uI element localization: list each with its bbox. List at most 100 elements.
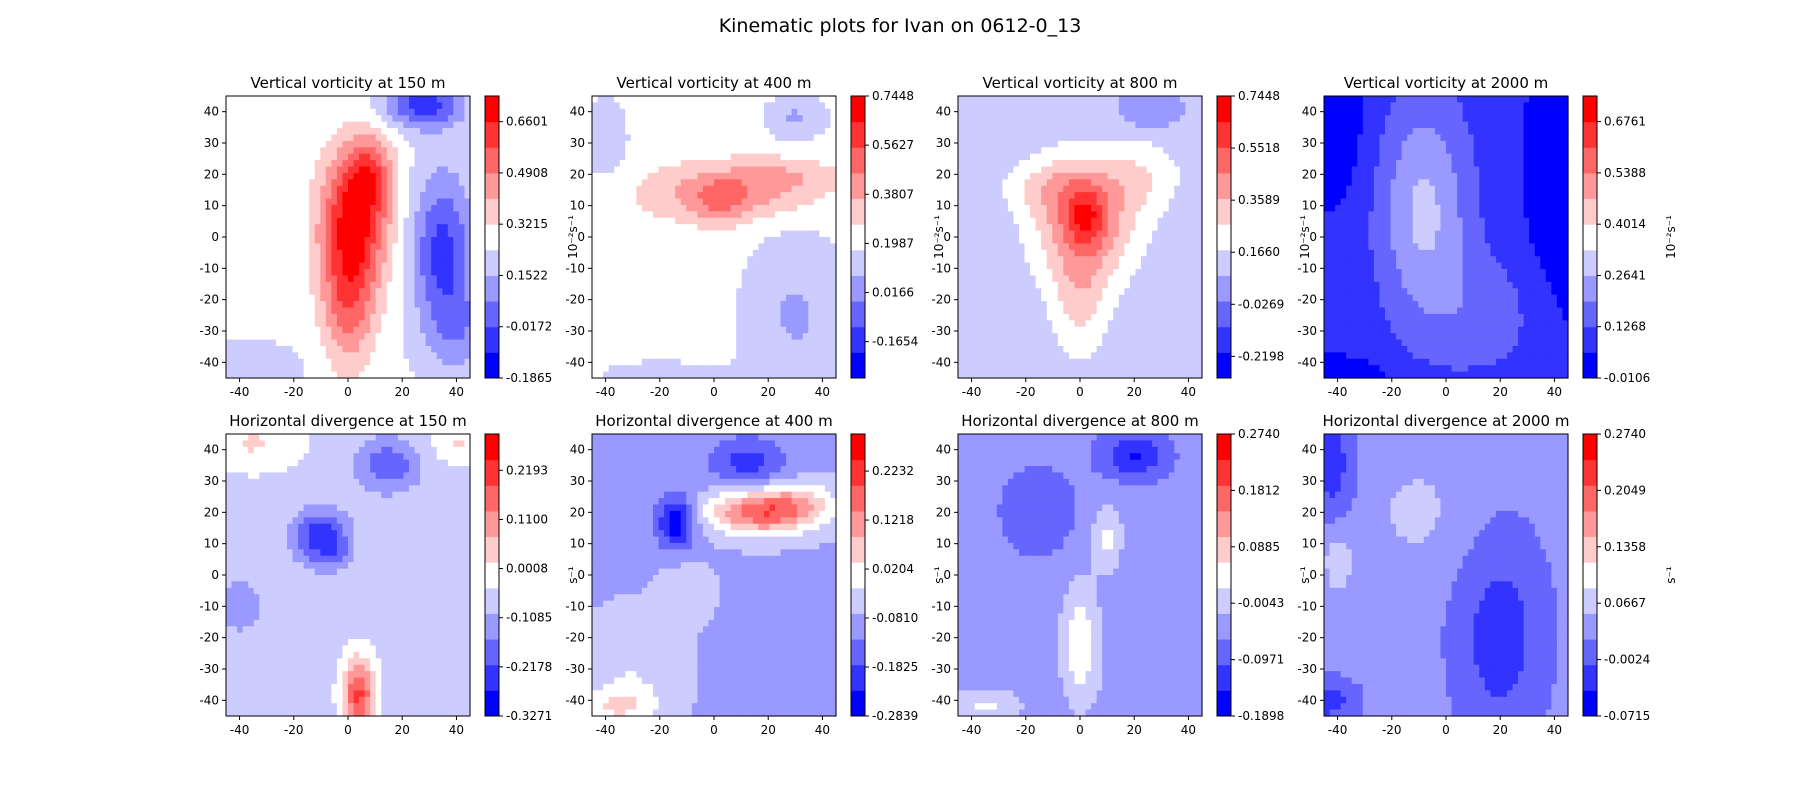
- contour-cell: [458, 217, 466, 225]
- contour-cell: [1080, 217, 1087, 225]
- contour-cell: [364, 204, 371, 212]
- contour-cell: [392, 256, 399, 264]
- contour-cell: [458, 134, 466, 142]
- contour-cell: [436, 275, 443, 283]
- contour-cell: [409, 172, 416, 180]
- contour-cell: [375, 269, 382, 277]
- contour-cell: [414, 140, 421, 148]
- contour-cell: [780, 281, 787, 289]
- contour-cell: [1107, 134, 1114, 142]
- contour-cell: [314, 326, 321, 334]
- contour-cell: [775, 115, 782, 123]
- contour-cell: [364, 281, 371, 289]
- contour-cell: [647, 160, 654, 168]
- contour-cell: [314, 288, 321, 296]
- contour-cell: [320, 275, 327, 283]
- contour-cell: [1135, 211, 1142, 219]
- contour-cell: [325, 128, 332, 136]
- contour-cell: [763, 115, 771, 123]
- contour-cell: [664, 301, 671, 309]
- contour-cell: [747, 224, 754, 232]
- contour-cell: [314, 313, 321, 321]
- contour-cell: [320, 262, 327, 270]
- contour-cell: [1041, 115, 1048, 123]
- contour-cell: [763, 147, 771, 155]
- contour-cell: [1190, 96, 1198, 104]
- contour-cell: [397, 313, 405, 321]
- contour-cell: [1107, 153, 1114, 161]
- contour-cell: [364, 345, 371, 353]
- contour-cell: [226, 121, 233, 129]
- contour-cell: [653, 128, 660, 136]
- contour-cell: [697, 269, 704, 277]
- contour-cell: [797, 198, 804, 206]
- contour-cell: [1118, 211, 1125, 219]
- contour-cell: [320, 230, 327, 238]
- contour-cell: [331, 134, 338, 142]
- contour-cell: [264, 333, 271, 341]
- contour-cell: [991, 230, 998, 238]
- contour-cell: [409, 128, 416, 136]
- contour-cell: [1163, 179, 1170, 187]
- contour-cell: [592, 358, 599, 366]
- contour-cell: [669, 96, 676, 104]
- contour-cell: [597, 211, 604, 219]
- contour-cell: [292, 345, 299, 353]
- contour-cell: [786, 134, 793, 142]
- contour-cell: [1035, 237, 1042, 245]
- contour-cell: [242, 166, 249, 174]
- contour-cell: [1024, 166, 1031, 174]
- contour-cell: [375, 345, 382, 353]
- panel-title: Vertical vorticity at 150 m: [251, 74, 446, 92]
- contour-cell: [226, 352, 233, 360]
- contour-cell: [381, 230, 388, 238]
- contour-cell: [1057, 185, 1064, 193]
- contour-cell: [985, 185, 992, 193]
- contour-cell: [320, 128, 327, 136]
- contour-cell: [697, 166, 704, 174]
- contour-cell: [442, 256, 449, 264]
- contour-cell: [641, 288, 649, 296]
- contour-cell: [702, 294, 710, 302]
- contour-cell: [436, 147, 443, 155]
- contour-cell: [1135, 224, 1142, 232]
- contour-cell: [1157, 128, 1164, 136]
- contour-cell: [664, 224, 671, 232]
- contour-cell: [625, 185, 632, 193]
- contour-cell: [353, 352, 360, 360]
- contour-cell: [714, 192, 721, 200]
- contour-cell: [392, 243, 399, 251]
- contour-cell: [1152, 179, 1159, 187]
- contour-cell: [303, 262, 310, 270]
- contour-cell: [442, 294, 449, 302]
- contour-cell: [636, 237, 643, 245]
- contour-cell: [747, 301, 754, 309]
- contour-cell: [797, 275, 804, 283]
- contour-cell: [303, 198, 310, 206]
- contour-cell: [292, 320, 299, 328]
- contour-cell: [281, 211, 288, 219]
- contour-cell: [747, 243, 754, 251]
- contour-cell: [1046, 198, 1053, 206]
- contour-cell: [636, 211, 643, 219]
- contour-cell: [824, 102, 832, 110]
- contour-cell: [348, 294, 355, 302]
- contour-cell: [403, 365, 410, 373]
- contour-cell: [226, 281, 233, 289]
- contour-cell: [813, 326, 820, 334]
- contour-cell: [636, 365, 643, 373]
- contour-cell: [969, 217, 976, 225]
- contour-cell: [958, 237, 965, 245]
- contour-cell: [420, 262, 427, 270]
- contour-cell: [1046, 96, 1053, 104]
- contour-cell: [980, 237, 987, 245]
- contour-cell: [592, 262, 599, 270]
- contour-cell: [287, 198, 294, 206]
- contour-cell: [791, 262, 798, 270]
- contour-cell: [719, 345, 726, 353]
- contour-cell: [253, 269, 260, 277]
- contour-cell: [425, 172, 432, 180]
- contour-cell: [353, 345, 360, 353]
- contour-cell: [1085, 115, 1092, 123]
- contour-cell: [298, 358, 305, 366]
